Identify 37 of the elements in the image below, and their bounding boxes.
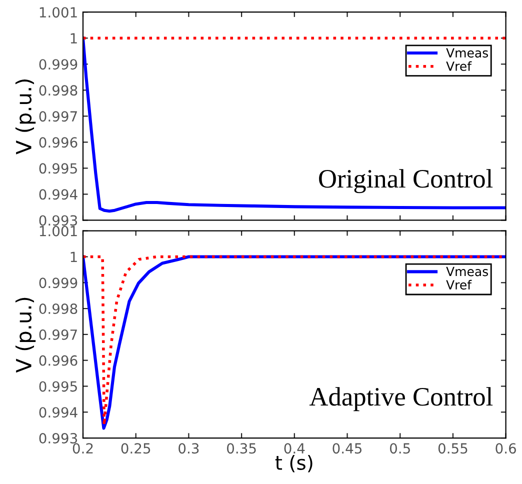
line-series	[83, 36, 506, 213]
y-tick-label: 0.996	[39, 137, 78, 148]
annotation: Original Control	[319, 169, 493, 194]
y-tick-label: 0.995	[39, 163, 77, 174]
y-tick-label: 0.999	[39, 59, 78, 70]
legend-label: Vmeas	[446, 48, 488, 58]
y-tick-label: 0.996	[39, 355, 78, 366]
y-tick-label: 0.999	[39, 278, 78, 288]
y-tick-label: 0.995	[39, 381, 77, 392]
x-axis-title: t (s)	[275, 454, 312, 472]
y-tick-label: 0.997	[39, 111, 77, 122]
y-axis-title: V (p.u.)	[15, 298, 36, 373]
legend-label: Vref	[446, 280, 472, 290]
y-axis-title: V (p.u.)	[15, 80, 36, 154]
y-tick-label: 1.001	[40, 226, 77, 236]
y-tick-label: 1	[70, 252, 77, 262]
x-tick-label: 0.3	[178, 443, 199, 454]
y-tick-label: 1	[70, 33, 77, 44]
x-tick-label: 0.5	[390, 443, 410, 454]
x-tick-label: 0.45	[332, 443, 362, 454]
y-tick-label: 0.993	[39, 432, 78, 444]
legend-label: Vref	[446, 61, 472, 71]
y-tick-label: 0.994	[39, 407, 78, 418]
legend-label: Vmeas	[446, 266, 488, 276]
y-tick-label: 0.998	[39, 304, 78, 314]
y-tick-label: 0.998	[39, 85, 78, 96]
y-tick-label: 0.997	[39, 329, 77, 340]
x-tick-label: 0.35	[227, 443, 256, 454]
annotation: Adaptive Control	[309, 387, 493, 412]
x-tick-label: 0.55	[438, 443, 468, 454]
y-tick-label: 0.994	[39, 189, 78, 200]
x-tick-label: 0.6	[496, 443, 516, 454]
x-tick-label: 0.25	[121, 443, 150, 454]
y-tick-label: 1.001	[40, 7, 77, 18]
x-tick-label: 0.2	[72, 443, 93, 454]
x-tick-label: 0.4	[284, 443, 305, 454]
y-tick-label: 0.993	[39, 215, 78, 226]
